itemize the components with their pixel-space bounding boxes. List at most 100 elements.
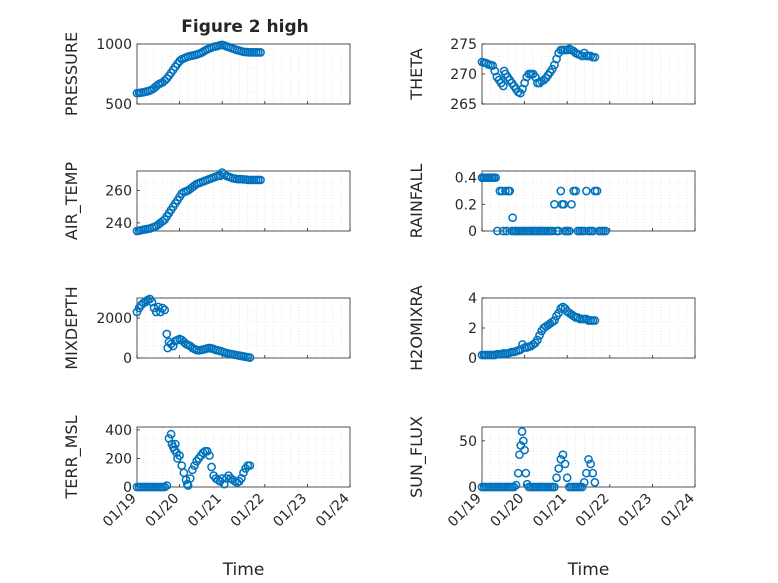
data-point — [515, 88, 525, 98]
data-point — [508, 213, 518, 223]
axes-box — [136, 426, 351, 488]
data-point — [256, 175, 265, 185]
x-tick-label: 01/22 — [573, 491, 613, 531]
y-tick-label: 270 — [450, 67, 477, 83]
panel-airtemp: 240 260 AIR_TEMP — [62, 162, 351, 240]
y-tick-label: 240 — [105, 216, 132, 232]
y-axis-label: AIR_TEMP — [62, 162, 82, 240]
x-tick-label: 01/24 — [658, 490, 698, 530]
panel-sunflux: 0 50 01/19 01/20 01/21 01/22 01/23 01/24 SUN_FLU… — [407, 416, 698, 580]
plot-area — [137, 427, 350, 487]
data-point — [547, 226, 557, 236]
data-point — [558, 450, 568, 460]
data-point — [168, 341, 178, 351]
data-point — [170, 439, 180, 449]
panel-theta: 265 270 275 THETA — [407, 37, 696, 113]
data-point — [577, 482, 587, 492]
y-tick-label: 0 — [123, 351, 132, 367]
y-tick-label: 0 — [468, 224, 477, 240]
data-point — [175, 451, 184, 460]
x-axis-label: Time — [222, 560, 265, 580]
data-point — [158, 303, 167, 313]
data-point — [547, 317, 557, 327]
data-point — [562, 473, 572, 483]
data-point — [567, 199, 576, 209]
data-point — [520, 445, 529, 455]
data-point — [507, 226, 517, 236]
data-point — [584, 454, 593, 464]
data-point — [588, 226, 598, 236]
y-axis-label: PRESSURE — [62, 32, 81, 116]
data-point — [564, 226, 574, 236]
data-point — [535, 331, 544, 340]
data-point — [205, 451, 214, 460]
data-point — [488, 61, 497, 70]
data-point — [560, 459, 570, 469]
data-point — [590, 52, 600, 62]
y-axis-label: SUN_FLUX — [407, 416, 427, 498]
x-axis-label: Time — [567, 560, 610, 580]
axes-box — [481, 426, 696, 488]
panel-mixdepth: 0 2000 MIXDEPTH — [62, 286, 351, 370]
data-point — [498, 226, 508, 236]
data-point — [539, 75, 549, 85]
data-point — [498, 81, 508, 91]
data-point — [245, 353, 255, 362]
y-tick-label: 0 — [468, 480, 477, 496]
y-tick-label: 50 — [459, 434, 477, 450]
plot-area — [137, 298, 350, 358]
data-point — [579, 226, 589, 236]
data-point — [202, 446, 212, 456]
data-point — [245, 461, 255, 470]
data-point — [188, 465, 197, 475]
data-point — [190, 461, 199, 470]
y-tick-label: 2000 — [96, 311, 132, 327]
data-point — [550, 482, 559, 492]
panel-terrmsl: 0 200 400 01/19 01/20 01/21 01/22 01/23 01/24 TER… — [62, 415, 353, 580]
y-tick-label: 260 — [105, 183, 132, 199]
data-point — [582, 186, 591, 196]
x-tick-label: 01/22 — [228, 491, 268, 531]
data-point — [518, 436, 528, 446]
data-point — [185, 474, 195, 483]
y-axis-label: MIXDEPTH — [62, 286, 81, 369]
data-point — [511, 480, 521, 490]
data-point — [237, 474, 246, 483]
x-tick-label: 01/24 — [313, 490, 353, 530]
y-tick-label: 0 — [123, 480, 132, 496]
data-point — [181, 475, 191, 485]
data-point — [219, 479, 229, 489]
data-point — [592, 186, 602, 196]
data-point — [558, 302, 568, 312]
data-point — [517, 427, 527, 436]
y-axis-label: TERR_MSL — [62, 415, 82, 499]
y-axis-label: THETA — [407, 48, 426, 100]
x-tick-label: 01/19 — [100, 491, 140, 531]
data-point — [579, 478, 589, 487]
data-point — [550, 316, 559, 325]
data-point — [521, 468, 531, 478]
y-tick-label: 275 — [450, 37, 477, 53]
data-point — [501, 186, 510, 196]
figure-title: Figure 2 high — [181, 17, 309, 37]
data-point — [552, 473, 561, 483]
data-point — [509, 482, 519, 492]
data-point — [586, 459, 595, 469]
data-point — [491, 173, 500, 183]
data-point — [601, 226, 610, 236]
panel-h2omixra: 0 2 4 H2OMIXRA — [407, 285, 696, 371]
x-tick-label: 01/20 — [143, 491, 183, 531]
y-axis-label: H2OMIXRA — [407, 285, 426, 371]
data-point — [590, 316, 600, 325]
y-tick-label: 0.4 — [455, 171, 477, 187]
data-point — [492, 226, 502, 236]
y-tick-label: 500 — [105, 97, 132, 113]
y-tick-label: 4 — [468, 291, 477, 307]
data-point — [582, 468, 591, 478]
data-point — [554, 226, 564, 236]
data-point — [207, 462, 216, 472]
y-tick-label: 400 — [105, 423, 132, 439]
panel-rainfall: 0 0.2 0.4 RAINFALL — [407, 164, 696, 240]
